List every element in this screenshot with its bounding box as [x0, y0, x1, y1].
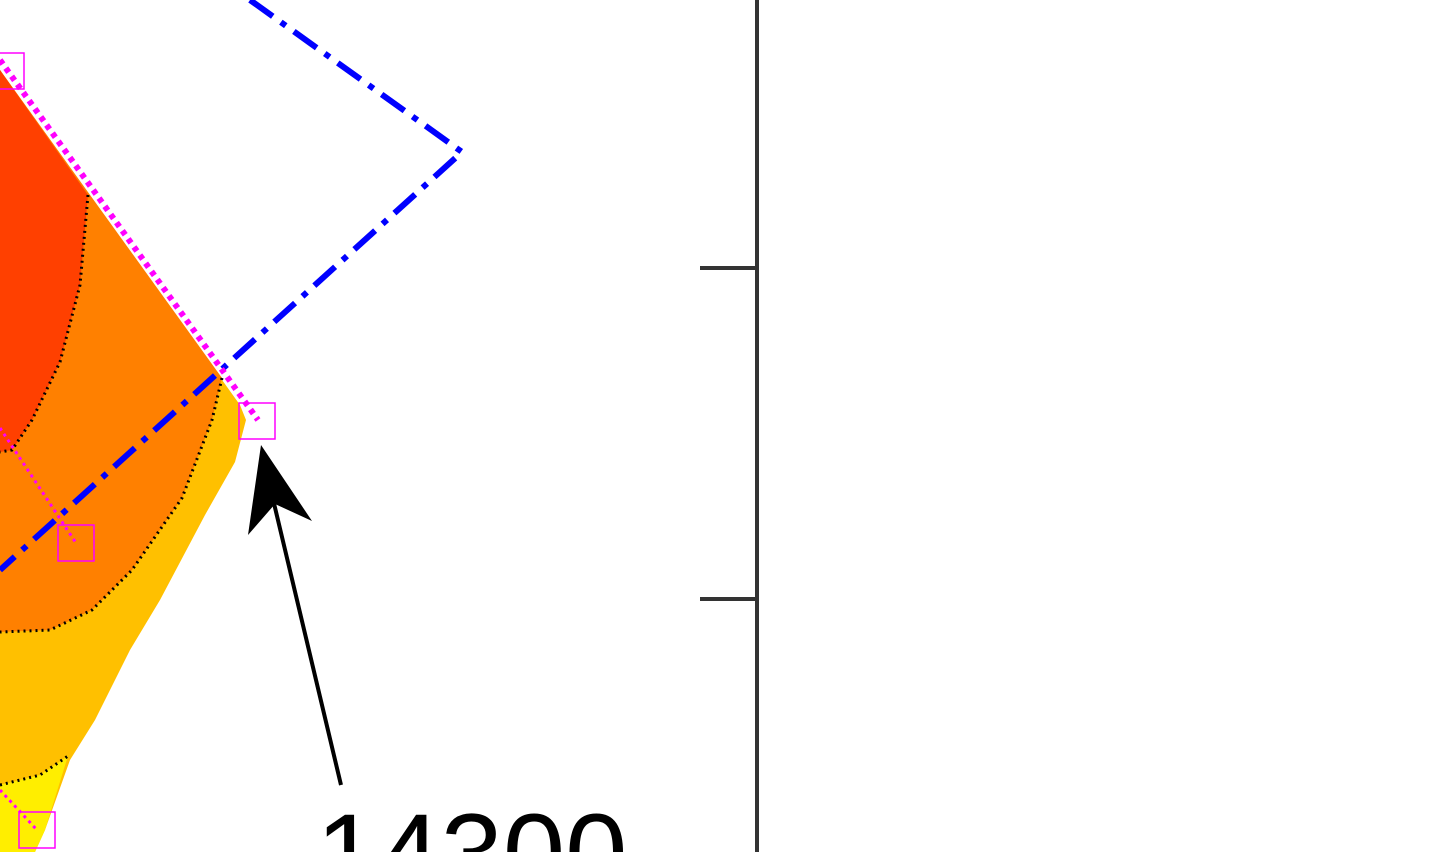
marker-square: [57, 524, 95, 562]
dotted-line: [0, 427, 78, 544]
contour-line: [0, 377, 224, 634]
arrow-head: [248, 445, 312, 535]
dotted-line: [0, 58, 261, 422]
contour-fill-red: [0, 70, 88, 452]
dotted-line: [0, 788, 39, 832]
annotation-label: 14300: [316, 791, 627, 852]
magenta-markers: [0, 52, 276, 849]
arrow-shaft: [270, 494, 343, 786]
contour-fill-yellow: [0, 756, 68, 852]
contour-line: [0, 754, 69, 787]
marker-square: [0, 52, 25, 90]
contour-lines: [0, 194, 224, 787]
marker-square: [18, 811, 56, 849]
marker-square: [238, 402, 276, 440]
